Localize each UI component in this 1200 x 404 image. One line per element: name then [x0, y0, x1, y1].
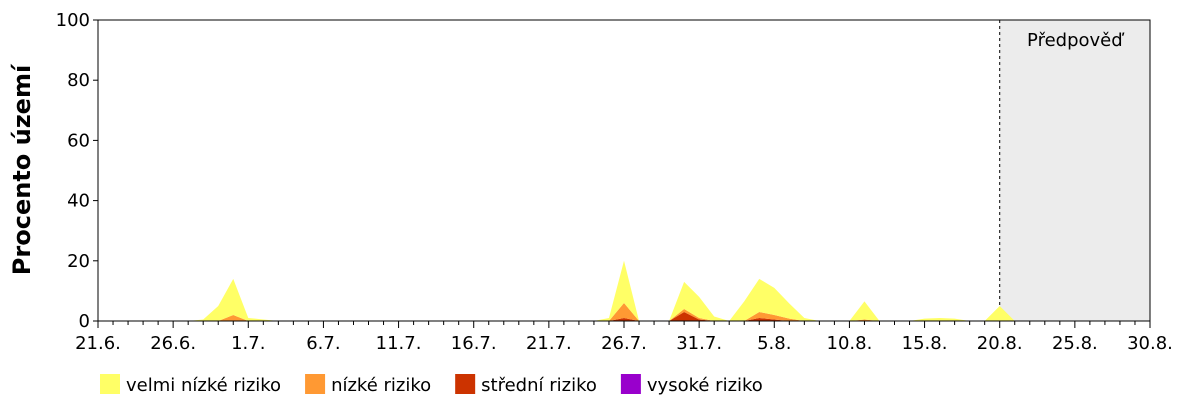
- y-tick-label: 60: [67, 130, 90, 151]
- y-tick-label: 0: [79, 311, 90, 332]
- x-tick-label: 11.7.: [376, 333, 422, 354]
- area: [98, 311, 1150, 321]
- y-axis-label: Procento území: [8, 63, 36, 275]
- legend-label: nízké riziko: [331, 375, 431, 396]
- x-tick-label: 5.8.: [757, 333, 791, 354]
- legend-label: velmi nízké riziko: [126, 375, 281, 396]
- x-tick-label: 31.7.: [676, 333, 722, 354]
- legend-item: střední riziko: [455, 374, 597, 396]
- legend-swatch: [455, 374, 476, 394]
- area: [98, 302, 1150, 321]
- x-tick-label: 26.7.: [601, 333, 647, 354]
- y-tick-label: 20: [67, 251, 90, 272]
- x-tick-label: 15.8.: [902, 333, 948, 354]
- x-tick-label: 21.7.: [526, 333, 572, 354]
- legend-swatch: [620, 374, 641, 394]
- x-tick-label: 20.8.: [977, 333, 1023, 354]
- forecast-label: Předpověď: [1027, 30, 1125, 51]
- x-tick-label: 16.7.: [451, 333, 497, 354]
- legend-item: nízké riziko: [305, 374, 431, 396]
- x-tick-label: 25.8.: [1052, 333, 1098, 354]
- legend-item: vysoké riziko: [620, 374, 763, 396]
- area: [98, 260, 1150, 321]
- x-tick-label: 30.8.: [1127, 333, 1173, 354]
- legend-item: velmi nízké riziko: [100, 374, 281, 396]
- y-tick-label: 100: [56, 10, 90, 31]
- x-tick-label: 10.8.: [827, 333, 873, 354]
- y-tick-label: 80: [67, 70, 90, 91]
- legend-label: střední riziko: [481, 375, 597, 396]
- x-tick-label: 26.6.: [150, 333, 196, 354]
- x-tick-label: 6.7.: [306, 333, 340, 354]
- legend-swatch: [100, 374, 120, 394]
- y-tick-label: 40: [67, 191, 90, 212]
- legend-label: vysoké riziko: [647, 375, 763, 396]
- x-tick-label: 21.6.: [75, 333, 121, 354]
- x-tick-label: 1.7.: [231, 333, 265, 354]
- legend-swatch: [305, 374, 326, 394]
- forecast-region: [999, 20, 1150, 321]
